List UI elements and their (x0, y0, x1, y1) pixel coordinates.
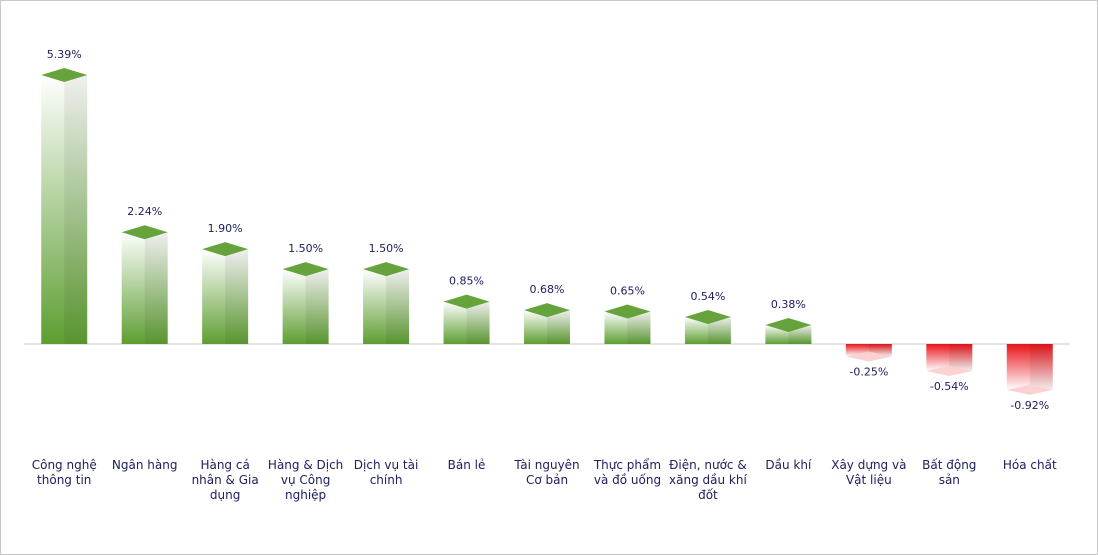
bar-side (627, 311, 651, 344)
value-label: -0.54% (930, 380, 969, 393)
value-label: 0.65% (610, 285, 645, 298)
bar-cap (282, 262, 329, 277)
bar (845, 344, 892, 357)
bar (443, 301, 490, 344)
bar-cap (765, 318, 812, 333)
bar (121, 232, 168, 344)
x-tick-label: Ngân hàng (111, 458, 178, 472)
x-tick-label: Hàng & Dịch vụ Công nghiệp (267, 458, 344, 502)
x-tick-label: Dầu khí (765, 458, 812, 472)
value-label: 5.39% (47, 48, 82, 61)
bar-cap (926, 365, 973, 376)
value-label: 2.24% (127, 205, 162, 218)
value-label: 0.85% (449, 275, 484, 288)
value-label: -0.25% (849, 365, 888, 378)
x-tick-label: Xây dựng và Vật liệu (831, 458, 907, 487)
bar (282, 269, 329, 344)
x-tick-label: Dịch vụ tài chính (353, 458, 419, 487)
value-label: 1.90% (208, 222, 243, 235)
bar (363, 269, 410, 344)
value-label: 0.38% (771, 298, 806, 311)
x-tick-label: Hàng cá nhân & Gia dụng (191, 458, 259, 502)
bar-cap (845, 351, 892, 362)
bar (765, 325, 812, 344)
bar-side (144, 232, 168, 344)
x-tick-label: Công nghệ thông tin (31, 458, 97, 487)
bar-side (949, 344, 973, 371)
value-label: 0.54% (690, 290, 725, 303)
bar-cap (202, 242, 249, 257)
x-tick-label: Tài nguyên Cơ bản (514, 458, 580, 487)
bar-cap (524, 303, 570, 318)
bar-cap (1006, 384, 1053, 395)
bar-cap (41, 68, 88, 82)
bar-side (547, 310, 570, 344)
bar-side (64, 75, 88, 344)
bar (41, 75, 88, 344)
x-tick-label: Hóa chất (1002, 458, 1057, 472)
bar-side (305, 269, 329, 344)
bar-side (466, 301, 490, 344)
bar (202, 249, 249, 344)
bar-side (225, 249, 249, 344)
bar-side (707, 317, 731, 344)
x-tick-label: Điện, nước & xăng dầu khí đốt (669, 458, 747, 502)
value-label: 1.50% (288, 242, 323, 255)
bar-cap (363, 262, 410, 277)
bar-cap (121, 225, 168, 240)
bar-side (1029, 344, 1053, 390)
bar-cap (443, 294, 490, 309)
value-label: -0.92% (1010, 399, 1049, 412)
bar (1006, 344, 1053, 390)
bar-side (386, 269, 410, 344)
value-label: 1.50% (369, 242, 404, 255)
bar-cap (684, 310, 731, 325)
bar-cap (604, 304, 651, 319)
x-tick-label: Bán lẻ (447, 458, 486, 472)
x-tick-label: Thực phẩm và đồ uống (593, 458, 662, 487)
value-label: 0.68% (530, 283, 565, 296)
x-tick-label: Bất động sản (922, 458, 977, 487)
